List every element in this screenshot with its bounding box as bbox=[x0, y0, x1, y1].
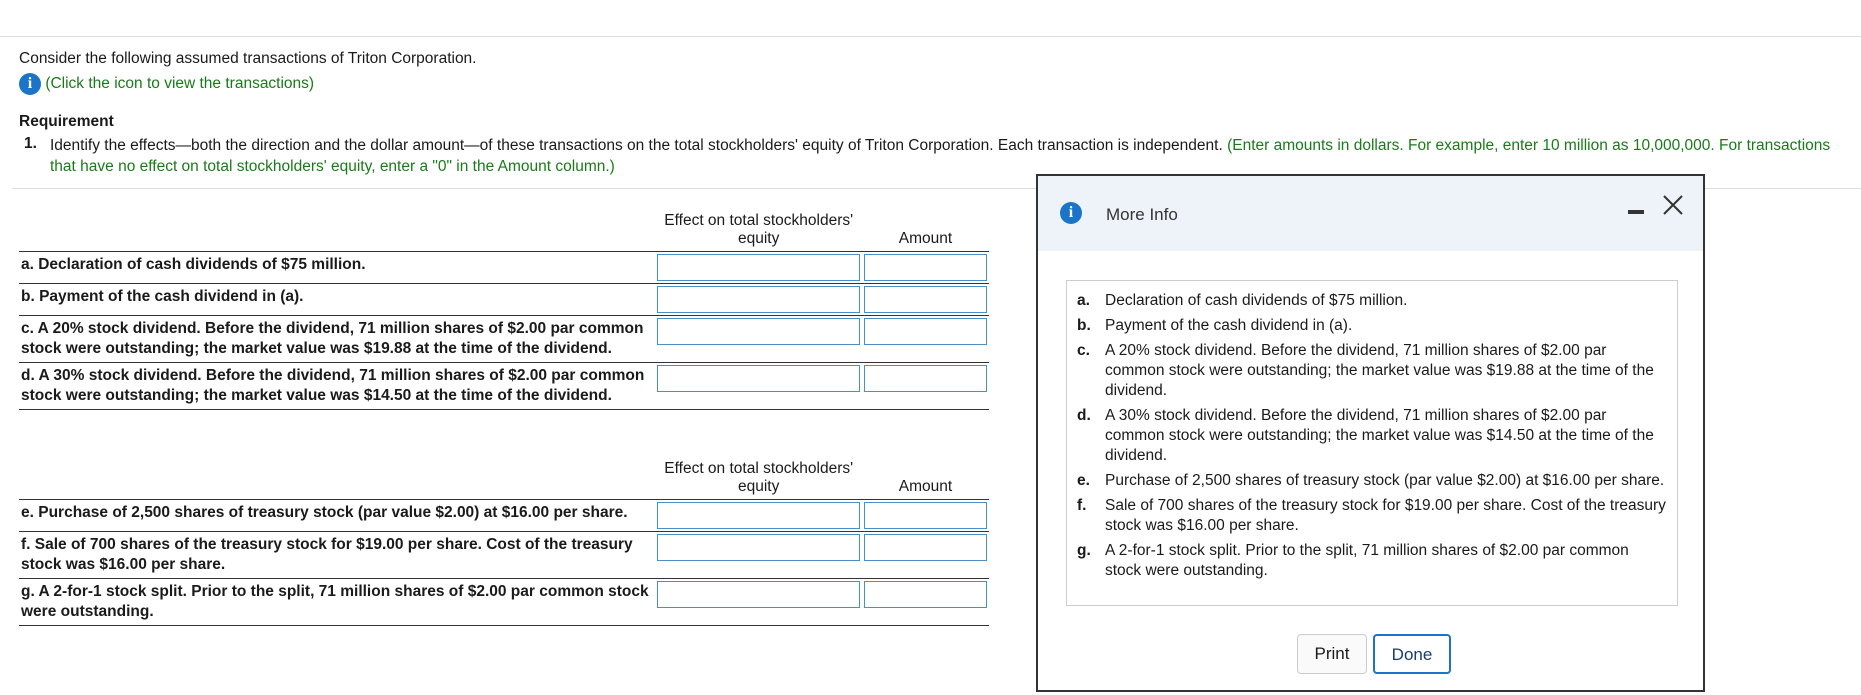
column-header: Effect on total stockholders' equity bbox=[655, 212, 862, 252]
amount-input[interactable] bbox=[863, 365, 987, 392]
info-row[interactable]: i (Click the icon to view the transactio… bbox=[19, 73, 314, 95]
column-header: Amount bbox=[861, 460, 989, 500]
amount-cell bbox=[861, 578, 989, 626]
transaction-item: e. Purchase of 2,500 shares of treasury s… bbox=[1077, 471, 1667, 491]
item-letter: e. bbox=[1077, 472, 1090, 489]
item-text: Purchase of 2,500 shares of treasury sto… bbox=[1105, 472, 1665, 489]
answer-row: a. Declaration of cash dividends of $75 … bbox=[19, 251, 989, 284]
item-letter: f. bbox=[1077, 497, 1087, 514]
effect-cell bbox=[655, 283, 862, 316]
amount-cell bbox=[861, 362, 989, 410]
more-info-modal: i More Info a. Declaration of cash divide… bbox=[1036, 174, 1705, 692]
amount-cell bbox=[861, 251, 989, 284]
effect-input[interactable] bbox=[657, 286, 860, 313]
amount-cell bbox=[861, 283, 989, 316]
effect-input[interactable] bbox=[657, 581, 860, 608]
transaction-item: a. Declaration of cash dividends of $75 m… bbox=[1077, 291, 1667, 311]
answer-row: d. A 30% stock dividend. Before the divi… bbox=[19, 362, 989, 410]
modal-title: More Info bbox=[1106, 205, 1178, 224]
transaction-item: g. A 2-for-1 stock split. Prior to the sp… bbox=[1077, 541, 1667, 581]
amount-input[interactable] bbox=[863, 581, 987, 608]
info-link[interactable]: (Click the icon to view the transactions… bbox=[45, 75, 315, 93]
effect-input[interactable] bbox=[657, 534, 860, 561]
transaction-label: d. A 30% stock dividend. Before the divi… bbox=[19, 362, 656, 410]
transaction-label: b. Payment of the cash dividend in (a). bbox=[19, 283, 656, 316]
modal-icon: i bbox=[1060, 202, 1082, 224]
print-button[interactable]: Print bbox=[1297, 634, 1367, 674]
item-text: A 30% stock dividend. Before the dividen… bbox=[1105, 407, 1654, 464]
transaction-list: a. Declaration of cash dividends of $75 m… bbox=[1066, 280, 1678, 606]
modal-header: i More Info bbox=[1038, 176, 1703, 251]
amount-input[interactable] bbox=[863, 502, 987, 529]
transaction-label: e. Purchase of 2,500 shares of treasury … bbox=[19, 499, 656, 532]
transaction-item: d. A 30% stock dividend. Before the divid… bbox=[1077, 406, 1667, 466]
amount-cell bbox=[861, 499, 989, 532]
answer-row: g. A 2-for-1 stock split. Prior to the s… bbox=[19, 578, 989, 626]
effect-input[interactable] bbox=[657, 365, 860, 392]
answer-row: b. Payment of the cash dividend in (a). bbox=[19, 283, 989, 316]
item-letter: d. bbox=[1077, 407, 1091, 424]
answer-row: e. Purchase of 2,500 shares of treasury … bbox=[19, 499, 989, 532]
effect-cell bbox=[655, 362, 862, 410]
amount-input[interactable] bbox=[863, 534, 987, 561]
effect-cell bbox=[655, 315, 862, 363]
item-text: A 2-for-1 stock split. Prior to the spli… bbox=[1105, 542, 1629, 579]
minimize-button[interactable] bbox=[1628, 210, 1644, 214]
info-icon[interactable]: i bbox=[19, 73, 41, 95]
header-row: Effect on total stockholders' equity Amou… bbox=[19, 212, 989, 252]
amount-input[interactable] bbox=[863, 318, 987, 345]
column-header: Amount bbox=[861, 212, 989, 252]
transaction-label: c. A 20% stock dividend. Before the divi… bbox=[19, 315, 656, 363]
answer-row: c. A 20% stock dividend. Before the divi… bbox=[19, 315, 989, 363]
blank-header bbox=[19, 460, 656, 500]
top-rule bbox=[0, 36, 1861, 37]
amount-input[interactable] bbox=[863, 286, 987, 313]
item-letter: a. bbox=[1077, 292, 1090, 309]
transaction-item: f. Sale of 700 shares of the treasury sto… bbox=[1077, 496, 1667, 536]
column-header: Effect on total stockholders' equity bbox=[655, 460, 862, 500]
transaction-label: f. Sale of 700 shares of the treasury st… bbox=[19, 531, 656, 579]
effect-cell bbox=[655, 499, 862, 532]
transaction-label: a. Declaration of cash dividends of $75 … bbox=[19, 251, 656, 284]
effect-input[interactable] bbox=[657, 318, 860, 345]
amount-input[interactable] bbox=[863, 254, 987, 281]
close-button[interactable] bbox=[1662, 194, 1684, 216]
divider bbox=[12, 188, 1861, 189]
item-letter: b. bbox=[1077, 317, 1091, 334]
item-text: Sale of 700 shares of the treasury stock… bbox=[1105, 497, 1666, 534]
effect-input[interactable] bbox=[657, 254, 860, 281]
item-letter: c. bbox=[1077, 342, 1090, 359]
amount-cell bbox=[861, 531, 989, 579]
requirement-heading: Requirement bbox=[19, 113, 114, 130]
amount-cell bbox=[861, 315, 989, 363]
requirement-number: 1. bbox=[24, 135, 37, 152]
blank-header bbox=[19, 212, 656, 252]
transaction-label: g. A 2-for-1 stock split. Prior to the s… bbox=[19, 578, 656, 626]
requirement: Identify the effects—both the direction … bbox=[50, 135, 1840, 177]
item-text: A 20% stock dividend. Before the dividen… bbox=[1105, 342, 1654, 399]
effect-cell bbox=[655, 578, 862, 626]
effect-input[interactable] bbox=[657, 502, 860, 529]
transaction-item: c. A 20% stock dividend. Before the divid… bbox=[1077, 341, 1667, 401]
requirement-hint: (Enter amounts in dollars. For example, … bbox=[50, 137, 1831, 175]
item-letter: g. bbox=[1077, 542, 1091, 559]
requirement-text: Identify the effects—both the direction … bbox=[50, 137, 1223, 154]
answer-table: Effect on total stockholders' equity Amou… bbox=[19, 212, 989, 410]
transaction-item: b. Payment of the cash dividend in (a). bbox=[1077, 316, 1667, 336]
item-text: Declaration of cash dividends of $75 mil… bbox=[1105, 292, 1408, 309]
answer-table: Effect on total stockholders' equity Amou… bbox=[19, 460, 989, 626]
item-text: Payment of the cash dividend in (a). bbox=[1105, 317, 1353, 334]
header-row: Effect on total stockholders' equity Amou… bbox=[19, 460, 989, 500]
effect-cell bbox=[655, 251, 862, 284]
done-button[interactable]: Done bbox=[1373, 634, 1451, 674]
answer-row: f. Sale of 700 shares of the treasury st… bbox=[19, 531, 989, 579]
intro: Consider the following assumed transacti… bbox=[19, 50, 477, 67]
effect-cell bbox=[655, 531, 862, 579]
